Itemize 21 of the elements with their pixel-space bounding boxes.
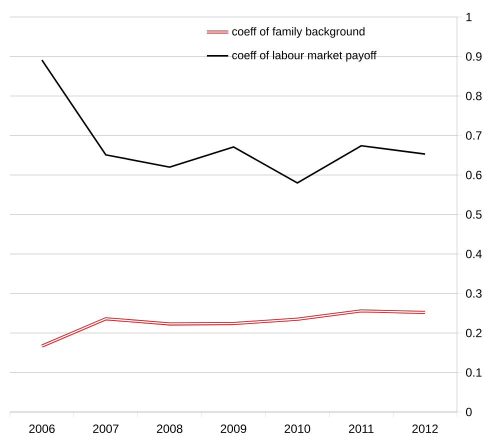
y-tick-label: 0	[466, 408, 472, 416]
y-tick-label: 0.2	[466, 328, 482, 338]
x-tick-label: 2011	[348, 424, 374, 433]
y-tick-label: 0.6	[466, 170, 482, 180]
x-tick-label: 2007	[93, 424, 118, 433]
x-tick-label: 2009	[220, 424, 246, 433]
line-series	[40, 309, 427, 348]
x-tick-label: 2010	[284, 424, 310, 433]
y-tick-label: 0.8	[466, 92, 482, 100]
y-tick-label: 1	[466, 12, 472, 22]
x-tick-label: 2006	[29, 424, 55, 433]
legend-label: coeff of family background	[232, 27, 364, 38]
y-tick-label: 0.1	[466, 368, 482, 377]
x-tick-label: 2012	[412, 424, 438, 433]
y-tick-label: 0.4	[466, 250, 482, 258]
y-tick-label: 0.7	[466, 131, 482, 140]
y-tick-label: 0.5	[466, 210, 482, 219]
legend-label: coeff of labour market payoff	[232, 50, 377, 62]
y-tick-label: 0.3	[466, 289, 482, 298]
y-tick-label: 0.9	[466, 52, 482, 61]
x-tick-label: 2008	[156, 424, 182, 433]
